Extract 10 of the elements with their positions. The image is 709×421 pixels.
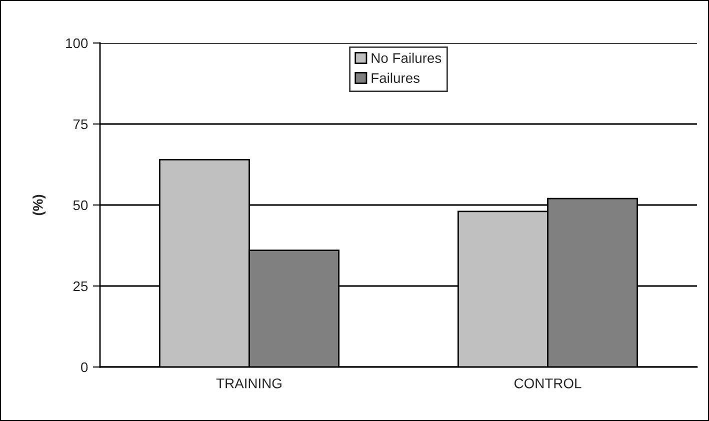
y-tick-label: 50 bbox=[73, 200, 88, 210]
legend-label: Failures bbox=[372, 72, 420, 83]
x-tick-label: CONTROL bbox=[514, 378, 582, 388]
y-tick-label: 75 bbox=[73, 119, 88, 130]
y-tick-label: 0 bbox=[81, 362, 88, 372]
legend-label: No Failures bbox=[372, 52, 442, 63]
y-tick-label: 100 bbox=[66, 38, 88, 48]
y-tick-label: 25 bbox=[73, 281, 88, 292]
x-tick-label: TRAINING bbox=[216, 378, 282, 388]
y-axis-title: (%) bbox=[32, 194, 46, 216]
